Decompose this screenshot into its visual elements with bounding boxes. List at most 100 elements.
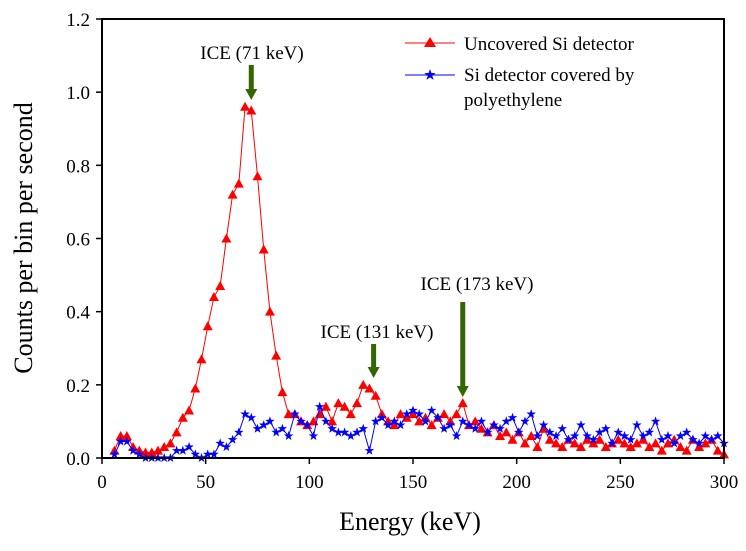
data-point xyxy=(271,350,282,360)
data-point xyxy=(246,412,257,422)
data-point xyxy=(358,423,368,433)
data-point xyxy=(115,436,126,446)
data-point xyxy=(439,409,450,419)
data-point xyxy=(296,416,306,426)
data-point xyxy=(476,416,487,426)
data-point xyxy=(700,438,711,448)
data-point xyxy=(233,178,244,188)
data-point xyxy=(240,409,250,419)
data-point xyxy=(389,420,400,430)
data-point xyxy=(631,438,642,448)
x-tick-label: 250 xyxy=(606,472,635,493)
x-axis-label: Energy (keV) xyxy=(339,507,481,536)
data-point xyxy=(177,412,188,422)
annotation-ice-71: ICE (71 keV) xyxy=(200,43,303,64)
annotation-arrows xyxy=(245,65,469,397)
data-point xyxy=(264,306,275,316)
data-point xyxy=(439,423,449,433)
legend-label-uncovered: Uncovered Si detector xyxy=(464,34,635,55)
data-point xyxy=(352,398,363,408)
data-point xyxy=(395,409,406,419)
data-point xyxy=(152,445,163,455)
data-point xyxy=(688,434,698,444)
data-point xyxy=(656,445,667,455)
data-point xyxy=(569,431,580,441)
data-point xyxy=(594,434,605,444)
data-point xyxy=(457,398,468,408)
data-point xyxy=(302,420,313,430)
axis-ticks: 0 50 100 150 200 250 300 0.0 0.2 0.4 0.6 0.8 1.0 1.2 xyxy=(66,10,738,493)
data-point xyxy=(234,427,244,437)
data-point xyxy=(190,449,201,459)
data-point xyxy=(202,449,213,459)
data-point xyxy=(507,412,518,422)
series-line xyxy=(113,105,725,455)
data-point xyxy=(712,445,723,455)
data-point xyxy=(501,427,512,437)
data-point xyxy=(414,416,425,426)
data-point xyxy=(327,416,338,426)
data-point xyxy=(625,434,636,444)
data-point xyxy=(209,449,219,459)
data-point xyxy=(221,442,232,452)
data-point xyxy=(246,105,257,115)
data-point xyxy=(252,423,263,433)
data-point xyxy=(476,423,487,433)
data-point xyxy=(364,445,375,455)
data-point xyxy=(314,409,325,419)
data-point xyxy=(700,431,711,441)
data-point xyxy=(402,409,412,419)
data-point xyxy=(240,101,251,111)
data-point xyxy=(121,431,132,441)
data-point xyxy=(470,416,481,426)
data-point xyxy=(320,401,331,411)
data-point xyxy=(414,409,424,419)
data-point xyxy=(277,423,288,433)
data-point xyxy=(464,420,474,430)
data-point xyxy=(134,449,145,459)
data-point xyxy=(607,438,617,448)
data-point xyxy=(165,438,176,448)
data-point xyxy=(619,431,630,441)
data-point xyxy=(657,434,667,444)
data-point xyxy=(538,420,549,430)
series-layer xyxy=(109,101,729,463)
data-point xyxy=(576,420,586,430)
data-point xyxy=(489,420,499,430)
data-point xyxy=(532,442,543,452)
data-point xyxy=(557,423,568,433)
data-point xyxy=(644,442,655,452)
data-point xyxy=(482,427,493,437)
annotations: ICE (71 keV) ICE (131 keV) ICE (173 keV) xyxy=(200,43,533,343)
data-point xyxy=(339,401,350,411)
data-point xyxy=(575,442,586,452)
data-point xyxy=(513,427,524,437)
x-tick-label: 150 xyxy=(399,472,428,493)
data-point xyxy=(252,171,263,181)
data-point xyxy=(663,431,673,441)
data-point xyxy=(551,438,562,448)
data-point xyxy=(227,189,238,199)
data-point xyxy=(221,233,232,243)
data-point xyxy=(377,412,387,422)
data-point xyxy=(184,442,194,452)
legend-triangle-marker xyxy=(424,37,436,47)
data-point xyxy=(601,423,611,433)
data-point xyxy=(277,387,288,397)
data-point xyxy=(470,423,480,433)
data-point xyxy=(495,431,506,441)
data-point xyxy=(408,409,418,419)
data-point xyxy=(283,431,294,441)
data-point xyxy=(681,427,692,437)
data-point xyxy=(582,434,593,444)
data-point xyxy=(613,434,624,444)
y-tick-label: 0.4 xyxy=(66,303,90,324)
data-point xyxy=(588,438,599,448)
data-point xyxy=(445,420,456,430)
y-tick-label: 0.2 xyxy=(66,376,90,397)
series-0 xyxy=(109,101,729,459)
data-point xyxy=(202,321,213,331)
data-point xyxy=(532,431,543,441)
x-tick-label: 100 xyxy=(295,472,324,493)
x-tick-label: 50 xyxy=(196,472,215,493)
